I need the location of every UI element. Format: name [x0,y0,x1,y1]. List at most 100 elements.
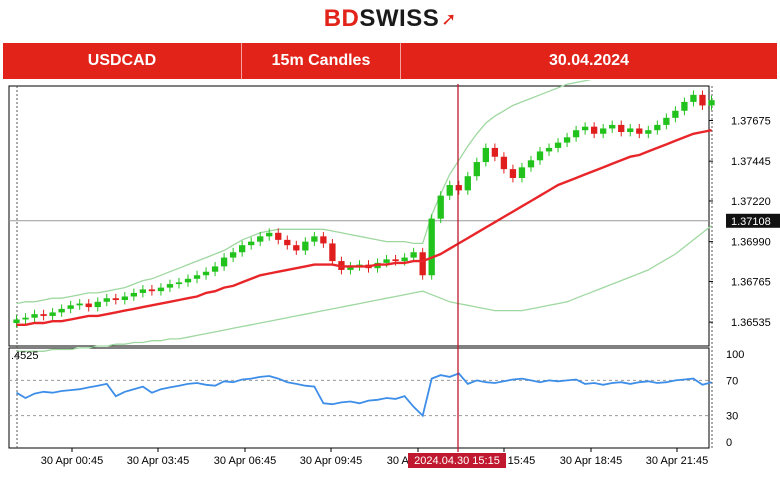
candle-body [193,275,201,279]
candle [193,270,201,284]
candle [22,313,29,324]
candle [202,267,210,280]
logo-bd-text: BD [323,5,360,32]
candle [184,274,192,287]
rsi-axis-tick-label: 100 [726,349,744,361]
candle [527,155,535,172]
candle-body [645,130,652,134]
candle-body [473,162,480,177]
candle [509,164,517,183]
candle-body [76,303,83,306]
candle [211,261,219,277]
candle-body [636,128,643,134]
rsi-value-label: .4525 [11,350,39,362]
x-axis-tick-label: 30 Apr 06:45 [214,455,276,467]
candle [491,143,499,162]
lower-band-line [16,225,712,352]
logo-swiss-text: SWISS [359,5,440,32]
candle [654,120,661,135]
x-axis-tick-label: 30 Apr 09:45 [300,455,362,467]
candle-body [257,236,264,242]
candle-body [681,101,688,111]
candle [248,237,255,250]
candle [347,261,354,275]
candle-body [229,252,237,258]
candle-body [545,147,553,152]
candle [708,95,715,110]
candle [419,247,426,280]
candle-body [157,287,165,292]
y-axis-tick-label: 1.36535 [731,317,771,329]
date-label: 30.04.2024 [548,52,630,69]
candle-body [401,257,408,262]
candle-body [654,124,661,131]
candle-body [600,128,607,134]
candle [500,152,508,174]
candle [329,238,336,266]
candle-body [175,282,183,285]
candle [600,124,607,139]
candle-body [184,278,192,283]
candle-body [527,160,535,168]
candle-body [13,319,20,324]
candle-body [40,314,47,316]
candle-body [708,100,715,106]
candle [103,293,110,307]
candle [618,120,625,137]
candle [67,300,74,314]
candle [681,97,688,116]
x-axis-tick-label: 30 Apr 18:45 [560,455,622,467]
candle-body [85,303,92,308]
timeframe-label: 15m Candles [242,43,401,79]
candle-body [320,236,327,244]
candle-body [293,245,300,251]
y-axis-tick-label: 1.37220 [731,196,771,208]
candle-body [211,266,219,272]
candle-body [275,232,282,240]
candle [627,124,634,137]
candle [40,309,47,321]
symbol-label: USDCAD [3,43,242,79]
x-axis-tick-label: 30 Apr 03:45 [127,455,189,467]
candle [609,120,616,133]
candle [139,284,147,298]
candle [636,124,643,139]
candle [554,138,562,153]
candle-body [166,284,174,288]
candle [455,180,462,195]
candle-body [627,128,634,132]
candle [446,180,453,201]
y-axis-tick-label: 1.37445 [731,156,771,168]
candle [148,284,156,296]
candle-body [419,252,426,276]
upper-band-line [16,80,592,305]
moving-average-line [16,129,712,327]
price-chart[interactable]: .4525 1.36535 1.36765 1.36990 1.37220 1.3744… [0,80,780,488]
candle [275,228,282,245]
candle [76,299,83,310]
candle [545,143,553,156]
candle-body [581,126,589,131]
candle-body [690,94,697,102]
candle-body [590,126,598,134]
candle-body [572,130,580,138]
candle [518,162,526,183]
candle-body [67,305,74,309]
y-axis-tick-label: 1.36990 [731,237,771,249]
candle-body [437,195,444,219]
candle [428,214,435,280]
candle [94,297,101,312]
candle-body [482,147,490,163]
candle [563,132,571,148]
candle [229,247,237,262]
candle-body [428,218,435,276]
candle-body [618,124,625,132]
candle-body [464,176,471,191]
candle [437,191,444,224]
x-axis-tick-label: 30 Apr 21:45 [646,455,708,467]
candle [166,279,174,293]
candle-body [94,301,101,308]
candle-body [383,259,390,263]
candle-body [202,271,210,276]
candle-body [31,314,38,318]
